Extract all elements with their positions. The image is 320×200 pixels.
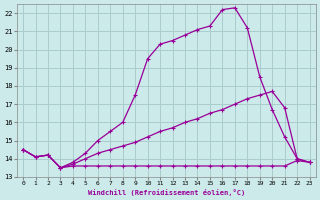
X-axis label: Windchill (Refroidissement éolien,°C): Windchill (Refroidissement éolien,°C)	[88, 189, 245, 196]
